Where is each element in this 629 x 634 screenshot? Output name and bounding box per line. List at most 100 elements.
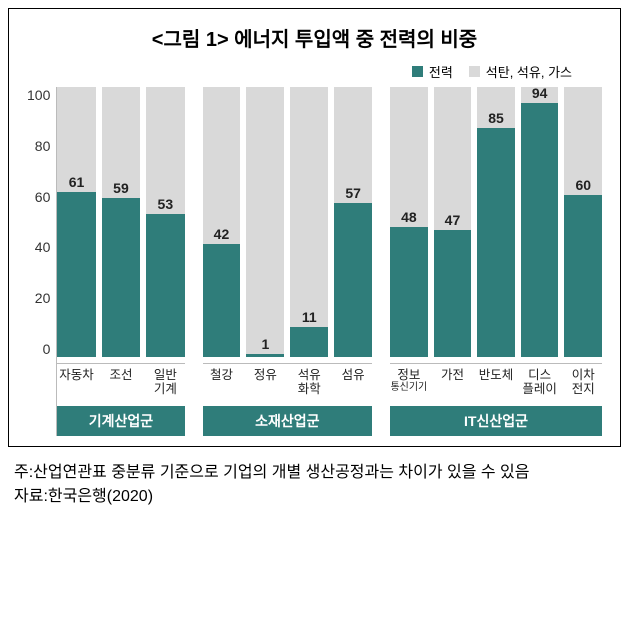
legend-label-secondary: 석탄, 석유, 가스 xyxy=(486,62,572,81)
bar-stack: 53 xyxy=(146,87,184,357)
x-labels: 자동차조선일반기계 xyxy=(57,363,184,400)
y-tick: 40 xyxy=(35,239,51,255)
bar-value-label: 60 xyxy=(564,177,602,193)
bar-value-label: 57 xyxy=(334,185,372,201)
bar-stack: 94 xyxy=(521,87,559,357)
bar-group: 61 59 53 자동차조선일반기계기계산업군 xyxy=(57,87,184,436)
bar-column: 11 xyxy=(290,87,328,357)
bar-value-label: 94 xyxy=(521,85,559,101)
bar-segment-secondary xyxy=(146,87,184,214)
bar-stack: 85 xyxy=(477,87,515,357)
x-tick-label: 일반기계 xyxy=(146,368,184,400)
bar-group: 4211157철강정유석유화학섬유소재산업군 xyxy=(203,87,373,436)
x-tick-label: 정유 xyxy=(246,368,284,400)
bar-segment-primary xyxy=(390,227,428,357)
bar-stack: 47 xyxy=(434,87,472,357)
legend: 전력 석탄, 석유, 가스 xyxy=(27,62,602,81)
source-text: 한국은행(2020) xyxy=(48,485,153,509)
bar-column: 48 xyxy=(390,87,428,357)
bar-segment-secondary xyxy=(203,87,241,244)
bar-stack: 11 xyxy=(290,87,328,357)
bar-value-label: 53 xyxy=(146,196,184,212)
plot-area: 615953자동차조선일반기계기계산업군4211157철강정유석유화학섬유소재산… xyxy=(56,87,602,436)
bar-segment-secondary xyxy=(434,87,472,230)
bar-value-label: 47 xyxy=(434,212,472,228)
legend-swatch-primary xyxy=(412,66,423,77)
x-tick-label: 디스플레이 xyxy=(521,368,559,400)
note-line: 주: 산업연관표 중분류 기준으로 기업의 개별 생산공정과는 차이가 있을 수… xyxy=(14,461,621,485)
legend-item-secondary: 석탄, 석유, 가스 xyxy=(469,62,572,81)
x-tick-label: 자동차 xyxy=(57,368,95,400)
bar-segment-primary xyxy=(102,198,140,357)
bar-column: 1 xyxy=(246,87,284,357)
bar-segment-primary xyxy=(290,327,328,357)
legend-label-primary: 전력 xyxy=(429,62,453,81)
x-labels: 철강정유석유화학섬유 xyxy=(203,363,373,400)
bar-segment-primary xyxy=(434,230,472,357)
y-tick: 80 xyxy=(35,138,51,154)
note-prefix: 주: xyxy=(14,461,33,485)
bar-value-label: 48 xyxy=(390,209,428,225)
bar-segment-secondary xyxy=(390,87,428,227)
bar-column: 53 xyxy=(146,87,184,357)
bar-value-label: 61 xyxy=(57,174,95,190)
chart-frame: <그림 1> 에너지 투입액 중 전력의 비중 전력 석탄, 석유, 가스 10… xyxy=(8,8,621,447)
bar-column: 61 xyxy=(57,87,95,357)
x-tick-label: 섬유 xyxy=(334,368,372,400)
bar-segment-primary xyxy=(246,354,284,357)
bar-segment-primary xyxy=(334,203,372,357)
x-tick-label: 석유화학 xyxy=(290,368,328,400)
x-tick-label: 이차전지 xyxy=(564,368,602,400)
bar-stack: 1 xyxy=(246,87,284,357)
source-prefix: 자료: xyxy=(14,485,48,509)
bar-value-label: 85 xyxy=(477,110,515,126)
y-tick: 0 xyxy=(43,341,51,357)
x-tick-label: 반도체 xyxy=(477,368,515,400)
x-tick-label: 가전 xyxy=(434,368,472,400)
bar-value-label: 42 xyxy=(203,226,241,242)
bar-value-label: 59 xyxy=(102,180,140,196)
legend-item-primary: 전력 xyxy=(412,62,453,81)
bar-value-label: 11 xyxy=(290,309,328,325)
bars-row: 4211157 xyxy=(203,87,373,357)
bar-column: 60 xyxy=(564,87,602,357)
bar-stack: 57 xyxy=(334,87,372,357)
x-tick-label: 철강 xyxy=(203,368,241,400)
bar-column: 47 xyxy=(434,87,472,357)
group-label: IT신산업군 xyxy=(390,406,602,436)
group-label: 소재산업군 xyxy=(203,406,373,436)
bar-segment-primary xyxy=(521,103,559,357)
source-line: 자료: 한국은행(2020) xyxy=(14,485,621,509)
bar-segment-primary xyxy=(57,192,95,357)
x-tick-label: 조선 xyxy=(102,368,140,400)
bar-segment-secondary xyxy=(290,87,328,327)
x-labels: 정보통신기기가전반도체디스플레이이차전지 xyxy=(390,363,602,400)
bar-column: 42 xyxy=(203,87,241,357)
bars-row: 61 59 53 xyxy=(57,87,184,357)
bars-row: 48 47 85 94 60 xyxy=(390,87,602,357)
bar-column: 57 xyxy=(334,87,372,357)
footnotes: 주: 산업연관표 중분류 기준으로 기업의 개별 생산공정과는 차이가 있을 수… xyxy=(8,461,621,509)
y-axis: 100 80 60 40 20 0 xyxy=(27,87,56,357)
bar-column: 85 xyxy=(477,87,515,357)
bar-segment-primary xyxy=(146,214,184,357)
bar-group: 48 47 85 94 60 정보통신기기가전반도체디스플레이이차전지 IT신산업군 xyxy=(390,87,602,436)
y-tick: 100 xyxy=(27,87,50,103)
bar-stack: 59 xyxy=(102,87,140,357)
group-label: 기계산업군 xyxy=(57,406,184,436)
bar-stack: 48 xyxy=(390,87,428,357)
bar-column: 94 xyxy=(521,87,559,357)
y-tick: 20 xyxy=(35,290,51,306)
bar-stack: 60 xyxy=(564,87,602,357)
bar-value-label: 1 xyxy=(246,336,284,352)
bar-segment-primary xyxy=(477,128,515,358)
y-tick: 60 xyxy=(35,189,51,205)
bar-segment-primary xyxy=(203,244,241,357)
x-tick-label: 정보통신기기 xyxy=(390,368,428,400)
note-text: 산업연관표 중분류 기준으로 기업의 개별 생산공정과는 차이가 있을 수 있음 xyxy=(33,461,529,485)
bar-segment-primary xyxy=(564,195,602,357)
bar-segment-secondary xyxy=(246,87,284,354)
legend-swatch-secondary xyxy=(469,66,480,77)
bar-column: 59 xyxy=(102,87,140,357)
bar-stack: 61 xyxy=(57,87,95,357)
